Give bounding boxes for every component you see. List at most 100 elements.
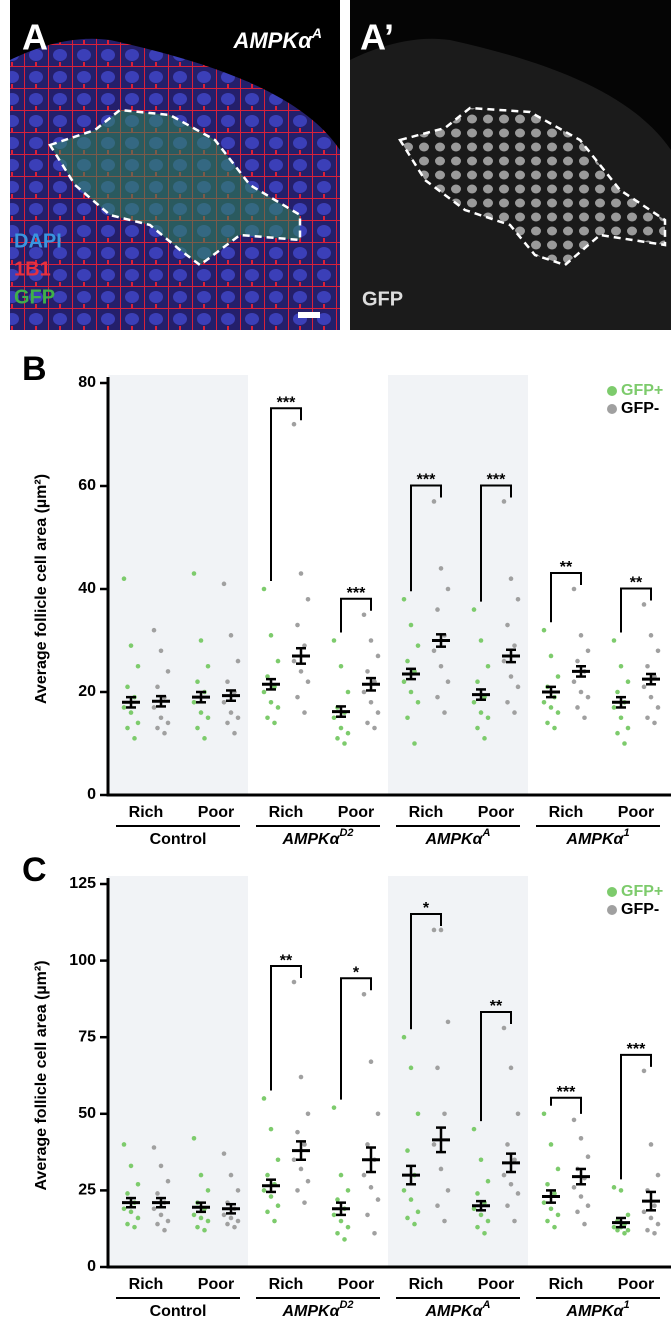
data-point [291,979,297,985]
data-point [578,689,584,695]
group-sup: D2 [339,827,353,839]
error-bar [126,695,136,709]
data-point [578,1194,584,1199]
significance-bracket [410,484,442,592]
data-point [195,725,200,731]
y-tick-label: 25 [78,1182,96,1199]
group-shade [388,375,528,795]
x-tick-label: Poor [618,1276,654,1293]
data-point [415,1111,421,1117]
data-point [555,1212,561,1218]
data-point [368,1185,374,1190]
error-bar [506,1152,516,1174]
significance-label: ** [630,575,643,592]
data-point [415,700,421,705]
error-bar [576,665,586,678]
data-point [438,663,444,669]
data-point [445,679,451,684]
data-point [541,700,547,705]
data-point [648,1215,654,1221]
data-point [228,710,234,715]
data-point [405,1148,410,1153]
data-point [198,1215,204,1221]
data-point [205,663,211,669]
data-point [571,679,577,684]
data-point [545,1181,550,1187]
data-point [272,720,277,726]
data-point [508,1065,514,1071]
data-point [125,1221,130,1227]
data-point [268,1126,274,1132]
data-point [625,679,631,684]
clone-outline [398,106,667,267]
data-point [298,571,304,576]
background [10,0,340,150]
data-point [545,720,550,726]
significance-bracket [340,977,372,1100]
data-point [235,1188,241,1193]
data-point [512,1157,517,1163]
x-tick-label: Rich [129,1276,164,1293]
data-point [202,736,207,741]
data-point [345,1188,351,1193]
group-name: AMPKα [565,831,624,848]
error-bar [336,705,346,718]
data-point [575,658,580,664]
x-tick-label: Poor [338,1276,374,1293]
error-bar [576,1167,586,1186]
data-point [158,648,164,654]
data-point [338,1172,344,1178]
data-point [548,1206,554,1212]
data-point [232,1224,237,1230]
data-point [431,499,437,504]
significance-label: *** [627,1041,646,1058]
data-point [151,1145,157,1150]
data-point [435,694,440,700]
data-point [221,581,227,587]
data-point [191,1136,197,1141]
data-point [342,741,347,746]
data-point [368,638,374,643]
data-point [545,1218,550,1224]
data-point [368,1059,374,1065]
image-panel-a-prime: A’ GFP [350,0,671,330]
data-point [471,1206,477,1212]
data-point [645,663,650,669]
data-point [625,1212,631,1218]
data-point [578,633,584,638]
legend-swatch [607,404,617,414]
clone [400,108,665,265]
error-bar [506,648,516,664]
data-point [295,1188,300,1193]
panel-label: A [22,17,48,58]
data-point [121,1142,127,1147]
title-base: AMPKα [232,28,313,53]
data-point [165,1218,171,1224]
data-point [482,1230,487,1236]
data-point [475,679,480,684]
data-point [345,730,351,736]
data-point [555,1166,561,1172]
data-point [151,627,157,633]
data-point [265,1209,270,1215]
y-tick-label: 0 [87,786,96,803]
data-point [552,1191,557,1196]
data-point [571,586,577,592]
data-point [611,705,617,710]
data-point [235,658,241,664]
data-point [338,663,344,669]
data-point [275,705,281,710]
data-point [471,607,477,612]
data-point [442,1111,447,1117]
data-point [408,1197,414,1202]
data-point [155,684,160,690]
data-point [485,1178,491,1184]
data-point [158,715,164,721]
error-bar [296,646,306,665]
significance-bracket [620,1053,652,1180]
group-label: AMPKα1 [565,827,629,848]
x-tick-label: Rich [269,804,304,821]
data-point [235,1218,241,1224]
data-point [615,730,620,736]
group-label: AMPKαD2 [281,1299,353,1320]
